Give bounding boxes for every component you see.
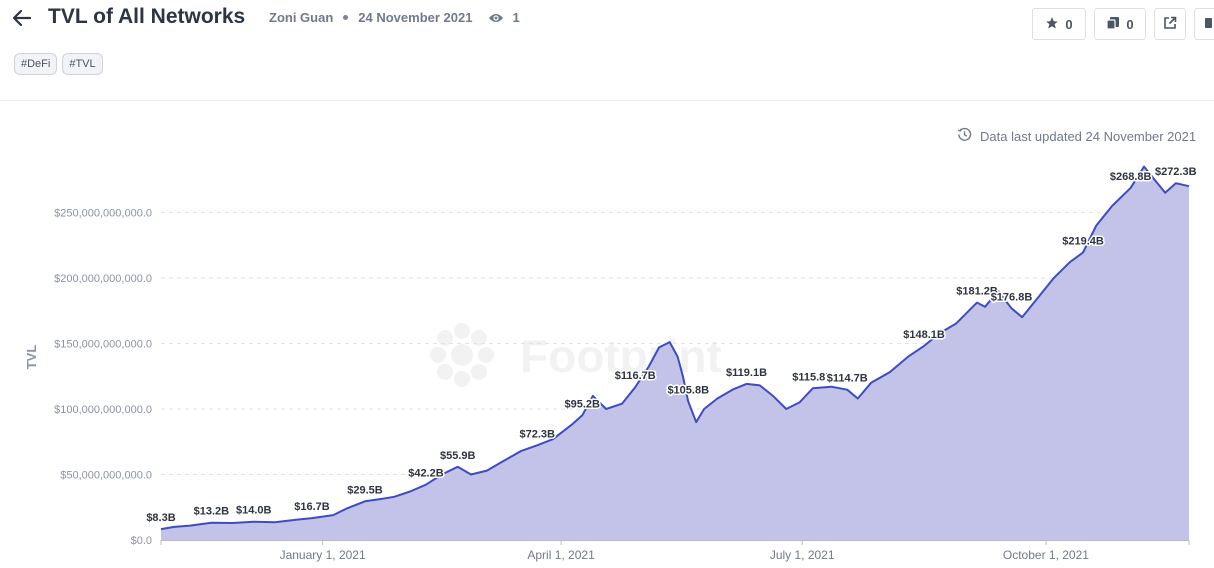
data-label: $148.1B	[903, 329, 945, 341]
tvl-area-chart: Footprint $0.0 $50,000,000,000.0 $100,000,0…	[24, 165, 1198, 562]
data-label: $13.2B	[194, 506, 230, 518]
data-label: $72.3B	[519, 428, 555, 440]
data-label: $8.3B	[146, 512, 175, 524]
more-button[interactable]	[1194, 8, 1214, 40]
data-label: $55.9B	[440, 450, 476, 462]
x-tick-label: January 1, 2021	[280, 548, 366, 562]
data-label: $181.2B	[956, 286, 998, 298]
data-label: $116.7B	[615, 370, 656, 382]
view-count: 1	[512, 10, 520, 25]
watermark-text: Footprint	[520, 330, 722, 382]
y-tick-label: $250,000,000,000.0	[54, 207, 152, 219]
open-button[interactable]	[1154, 8, 1186, 40]
x-tick-label: October 1, 2021	[1003, 548, 1089, 562]
y-tick-label: $100,000,000,000.0	[54, 404, 152, 416]
back-arrow-icon	[10, 9, 34, 34]
data-label: $219.4B	[1062, 236, 1104, 248]
tag-defi[interactable]: #DeFi	[14, 53, 58, 75]
data-label: $272.3B	[1155, 166, 1197, 178]
watermark-logo	[430, 323, 494, 387]
data-label: $114.7B	[827, 373, 868, 385]
dashboard-meta: Zoni Guan 24 November 2021 1	[269, 10, 520, 25]
back-button[interactable]	[10, 6, 34, 30]
y-tick-label: $150,000,000,000.0	[54, 338, 152, 350]
external-link-icon	[1163, 16, 1177, 33]
star-button[interactable]: 0	[1032, 8, 1086, 40]
data-label: $268.8B	[1110, 171, 1152, 183]
copy-icon	[1106, 16, 1120, 33]
tvl-series-line	[160, 165, 1190, 531]
action-buttons: 0 0	[1032, 8, 1214, 40]
watermark-petal	[454, 371, 470, 387]
data-label: $105.8B	[667, 384, 709, 396]
data-label: $14.0B	[236, 505, 272, 517]
watermark-petal	[430, 347, 446, 363]
watermark-petal	[470, 363, 487, 380]
eye-icon	[488, 12, 504, 24]
y-tick-label: $200,000,000,000.0	[54, 273, 152, 285]
data-label: $29.5B	[347, 484, 383, 496]
star-icon	[1045, 16, 1059, 33]
x-tick-label: July 1, 2021	[770, 548, 835, 562]
data-label: $176.8B	[991, 291, 1033, 303]
data-label: $115.8B	[792, 371, 833, 383]
separator-dot	[343, 15, 349, 20]
data-label: $95.2B	[565, 398, 601, 410]
copy-button[interactable]: 0	[1094, 8, 1146, 40]
clock-icon	[957, 127, 980, 145]
y-axis-label: TVL	[24, 345, 39, 370]
y-tick-label: $0.0	[131, 535, 152, 547]
updated-text: Data last updated 24 November 2021	[980, 128, 1197, 144]
watermark-petal	[470, 330, 487, 347]
author-name[interactable]: Zoni Guan	[269, 10, 334, 25]
page-header: TVL of All Networks Zoni Guan 24 Novembe…	[0, 0, 1214, 101]
data-label: $16.7B	[294, 501, 330, 513]
page-title: TVL of All Networks	[48, 5, 246, 28]
x-tick-label: April 1, 2021	[527, 548, 595, 562]
star-count: 0	[1065, 16, 1073, 32]
data-updated-note: Data last updated 24 November 2021	[957, 127, 1196, 145]
y-tick-label: $50,000,000,000.0	[60, 469, 152, 481]
copy-count: 0	[1126, 16, 1134, 32]
share-icon	[1200, 16, 1212, 33]
watermark-petal	[478, 347, 494, 363]
tag-tvl[interactable]: #TVL	[62, 53, 103, 75]
watermark-center	[451, 344, 473, 366]
watermark-petal	[454, 323, 470, 339]
tag-list: #DeFi #TVL	[14, 53, 103, 75]
watermark-petal	[437, 363, 454, 380]
publish-date: 24 November 2021	[358, 10, 473, 25]
data-label: $42.2B	[408, 468, 444, 480]
data-label: $119.1B	[726, 367, 767, 379]
watermark-petal	[437, 330, 454, 347]
